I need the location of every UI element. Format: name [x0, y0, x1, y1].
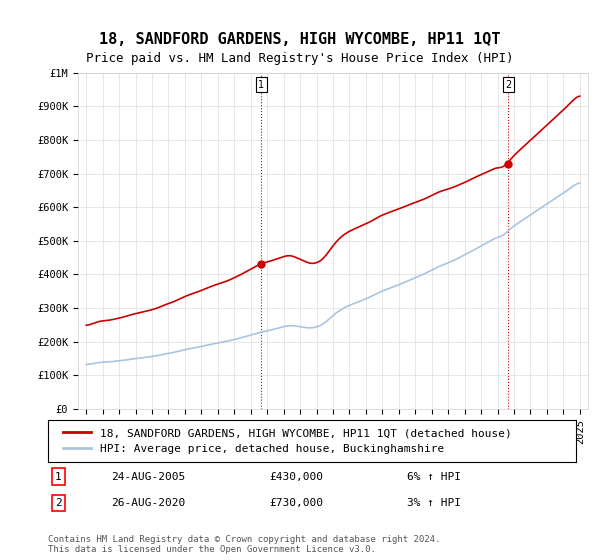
- Text: 1: 1: [259, 80, 265, 90]
- Text: Price paid vs. HM Land Registry's House Price Index (HPI): Price paid vs. HM Land Registry's House …: [86, 52, 514, 66]
- Text: 1: 1: [55, 472, 62, 482]
- Text: 2: 2: [55, 498, 62, 508]
- Text: £430,000: £430,000: [270, 472, 324, 482]
- Text: £730,000: £730,000: [270, 498, 324, 508]
- Text: 2: 2: [505, 80, 511, 90]
- Legend: 18, SANDFORD GARDENS, HIGH WYCOMBE, HP11 1QT (detached house), HPI: Average pric: 18, SANDFORD GARDENS, HIGH WYCOMBE, HP11…: [59, 423, 516, 459]
- Text: 26-AUG-2020: 26-AUG-2020: [112, 498, 185, 508]
- Text: 24-AUG-2005: 24-AUG-2005: [112, 472, 185, 482]
- Text: Contains HM Land Registry data © Crown copyright and database right 2024.
This d: Contains HM Land Registry data © Crown c…: [48, 535, 440, 554]
- Text: 18, SANDFORD GARDENS, HIGH WYCOMBE, HP11 1QT: 18, SANDFORD GARDENS, HIGH WYCOMBE, HP11…: [99, 32, 501, 46]
- Text: 3% ↑ HPI: 3% ↑ HPI: [407, 498, 461, 508]
- Text: 6% ↑ HPI: 6% ↑ HPI: [407, 472, 461, 482]
